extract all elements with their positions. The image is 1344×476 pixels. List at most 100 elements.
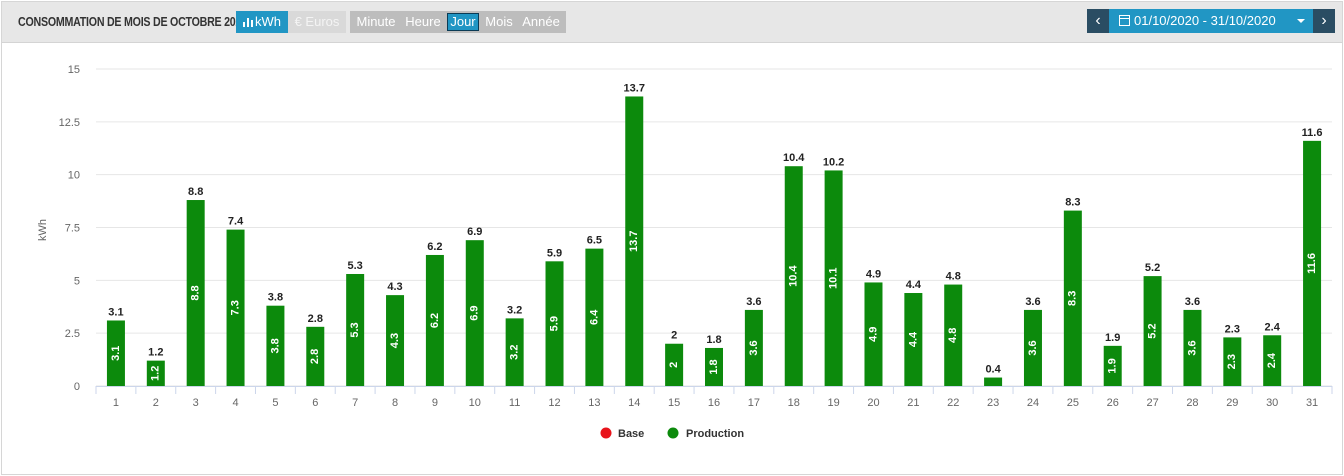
production-bar [665,343,684,386]
period-mois-button[interactable]: Mois [485,14,513,29]
bar-inner-label: 4.3 [389,333,401,348]
date-range-picker[interactable]: 01/10/2020 - 31/10/2020 [1109,9,1313,33]
y-tick-label: 2.5 [65,328,80,340]
period-minute-button[interactable]: Minute [356,14,396,29]
bar-inner-label: 6.9 [469,305,481,320]
x-tick-label: 19 [827,397,839,409]
production-bar [944,284,963,386]
x-tick-label: 25 [1067,397,1079,409]
bar-inner-label: 8.8 [190,285,202,300]
bar-inner-label: 2 [668,362,680,368]
x-tick-label: 5 [272,397,278,409]
y-tick-label: 7.5 [65,223,80,235]
production-bar [1103,345,1122,386]
bar-inner-label: 5.3 [349,322,361,337]
production-bar [784,166,803,386]
production-bar [705,347,723,386]
bar-value-label: 8.3 [1065,197,1080,209]
production-bar [984,377,1003,386]
bar-inner-label: 10.4 [788,265,800,287]
x-tick-label: 28 [1186,397,1198,409]
x-tick-label: 8 [392,397,398,409]
production-bar [824,170,843,386]
production-bar [904,293,923,386]
bar-value-label: 4.9 [866,268,881,280]
period-annee-button[interactable]: Année [522,14,560,29]
production-bar [1023,309,1042,386]
bar-value-label: 10.2 [823,156,844,168]
next-period-button[interactable]: › [1313,9,1335,33]
y-tick-label: 12.5 [59,117,80,129]
page-title: CONSOMMATION DE MOIS DE OCTOBRE 2020 [18,14,247,29]
x-tick-label: 10 [469,397,481,409]
production-bar [1303,140,1322,386]
production-bar [186,200,205,386]
euros-button[interactable]: € Euros [288,11,346,33]
bar-inner-label: 3.8 [269,338,281,353]
period-jour-button[interactable]: Jour [447,13,479,31]
bar-value-label: 3.6 [746,296,761,308]
x-tick-label: 9 [432,397,438,409]
production-bar [744,309,763,386]
production-bar [545,261,564,386]
x-tick-label: 2 [153,397,159,409]
x-tick-label: 23 [987,397,999,409]
x-tick-label: 3 [193,397,199,409]
period-heure-button[interactable]: Heure [405,14,441,29]
legend-label-production: Production [686,428,744,440]
x-tick-label: 21 [907,397,919,409]
production-bar [346,273,365,386]
y-tick-label: 0 [74,381,80,393]
production-bar [505,318,524,386]
bar-value-label: 1.8 [706,334,721,346]
period-selector: Minute Heure Jour Mois Année [350,11,566,33]
chevron-left-icon: ‹ [1095,12,1101,29]
bar-value-label: 2.8 [308,313,323,325]
bar-value-label: 4.8 [946,271,961,283]
x-tick-label: 30 [1266,397,1278,409]
production-bar [146,360,165,386]
bar-inner-label: 6.4 [588,309,600,325]
bar-value-label: 5.3 [348,260,363,272]
bar-value-label: 2.4 [1265,321,1281,333]
bar-value-label: 2.3 [1225,323,1240,335]
production-bar [106,320,125,386]
bar-inner-label: 1.2 [150,366,162,381]
production-bar [1223,337,1242,386]
x-tick-label: 11 [509,397,520,409]
y-tick-label: 5 [74,275,80,287]
kwh-label: kWh [255,14,281,29]
production-bar [1143,276,1162,386]
production-bar [386,295,405,386]
x-tick-label: 15 [668,397,680,409]
x-tick-label: 1 [113,397,119,409]
panel-header: CONSOMMATION DE MOIS DE OCTOBRE 2020 kWh… [2,2,1342,43]
bar-value-label: 7.4 [228,216,244,228]
bar-value-label: 6.9 [467,226,482,238]
previous-period-button[interactable]: ‹ [1087,9,1109,33]
bar-value-label: 3.8 [268,292,283,304]
bar-value-label: 5.2 [1145,262,1160,274]
bar-value-label: 0.4 [985,364,1001,376]
production-bar [306,326,325,386]
calendar-icon [1119,15,1130,26]
production-bar [425,254,444,386]
x-tick-label: 13 [588,397,600,409]
bar-inner-label: 3.1 [110,346,122,361]
production-bar [465,240,484,386]
x-tick-label: 24 [1027,397,1039,409]
x-tick-label: 18 [788,397,800,409]
bar-inner-label: 5.9 [548,316,560,331]
kwh-button[interactable]: kWh [236,11,288,33]
production-bar [1263,335,1282,386]
bar-inner-label: 3.6 [1027,340,1039,355]
y-axis-title: kWh [37,219,49,241]
production-bar [266,305,285,386]
x-tick-label: 22 [947,397,959,409]
bar-value-label: 1.9 [1105,332,1120,344]
chevron-right-icon: › [1321,12,1327,29]
x-tick-label: 4 [232,397,238,409]
caret-down-icon [1297,19,1305,23]
